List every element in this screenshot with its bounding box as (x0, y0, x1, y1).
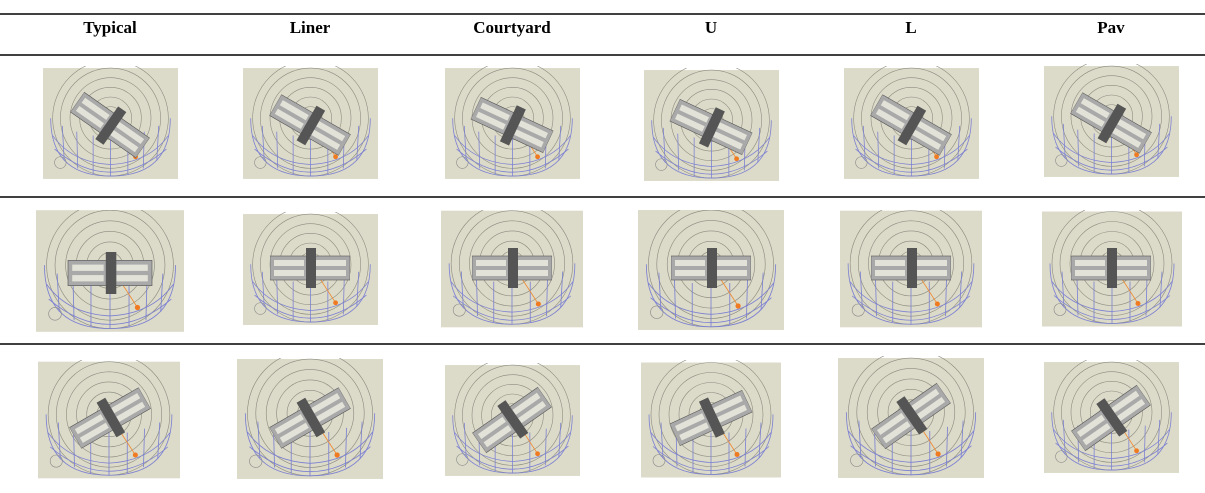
simulation-image (36, 210, 184, 332)
simulation-image (243, 206, 378, 325)
column-header: Courtyard (473, 18, 551, 37)
simulation-image (1044, 354, 1179, 473)
simulation-image (237, 358, 383, 480)
simulation-image (644, 62, 779, 181)
simulation-image (1042, 210, 1182, 328)
simulation-image (243, 60, 378, 179)
simulation-image (838, 356, 984, 479)
column-header: Liner (290, 18, 331, 37)
simulation-image (43, 60, 178, 179)
simulation-image (641, 360, 781, 479)
column-header: Typical (83, 18, 137, 37)
simulation-image (445, 60, 580, 179)
simulation-image (441, 210, 583, 328)
column-header: Pav (1097, 18, 1125, 37)
simulation-image (38, 360, 180, 479)
simulation-image (844, 60, 979, 179)
simulation-image (840, 210, 982, 328)
simulation-image (638, 210, 784, 330)
simulation-image (445, 357, 580, 476)
column-header: U (705, 18, 717, 37)
simulation-image (1044, 58, 1179, 177)
column-header: L (905, 18, 916, 37)
